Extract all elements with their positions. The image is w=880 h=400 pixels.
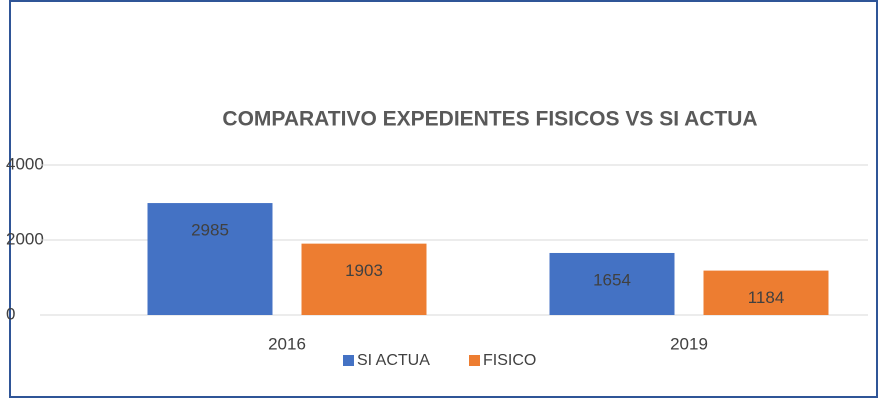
bar xyxy=(549,252,675,315)
data-label: 2985 xyxy=(191,221,229,240)
data-label: 1903 xyxy=(345,261,383,280)
frame xyxy=(9,0,878,398)
y-tick-label: 2000 xyxy=(6,229,44,248)
y-tick-label: 0 xyxy=(6,304,15,323)
legend-label: FISICO xyxy=(483,352,536,369)
y-tick-label: 4000 xyxy=(6,154,44,173)
data-label: 1654 xyxy=(593,270,631,289)
bar xyxy=(301,243,427,315)
chart-title: COMPARATIVO EXPEDIENTES FISICOS VS SI AC… xyxy=(222,108,757,131)
legend-swatch xyxy=(469,355,480,366)
x-tick-label: 2019 xyxy=(670,334,708,353)
x-tick-label: 2016 xyxy=(268,334,306,353)
bar xyxy=(703,270,829,315)
legend-swatch xyxy=(343,355,354,366)
legend-label: SI ACTUA xyxy=(357,352,430,369)
data-label: 1184 xyxy=(748,288,785,307)
bar xyxy=(147,203,273,315)
